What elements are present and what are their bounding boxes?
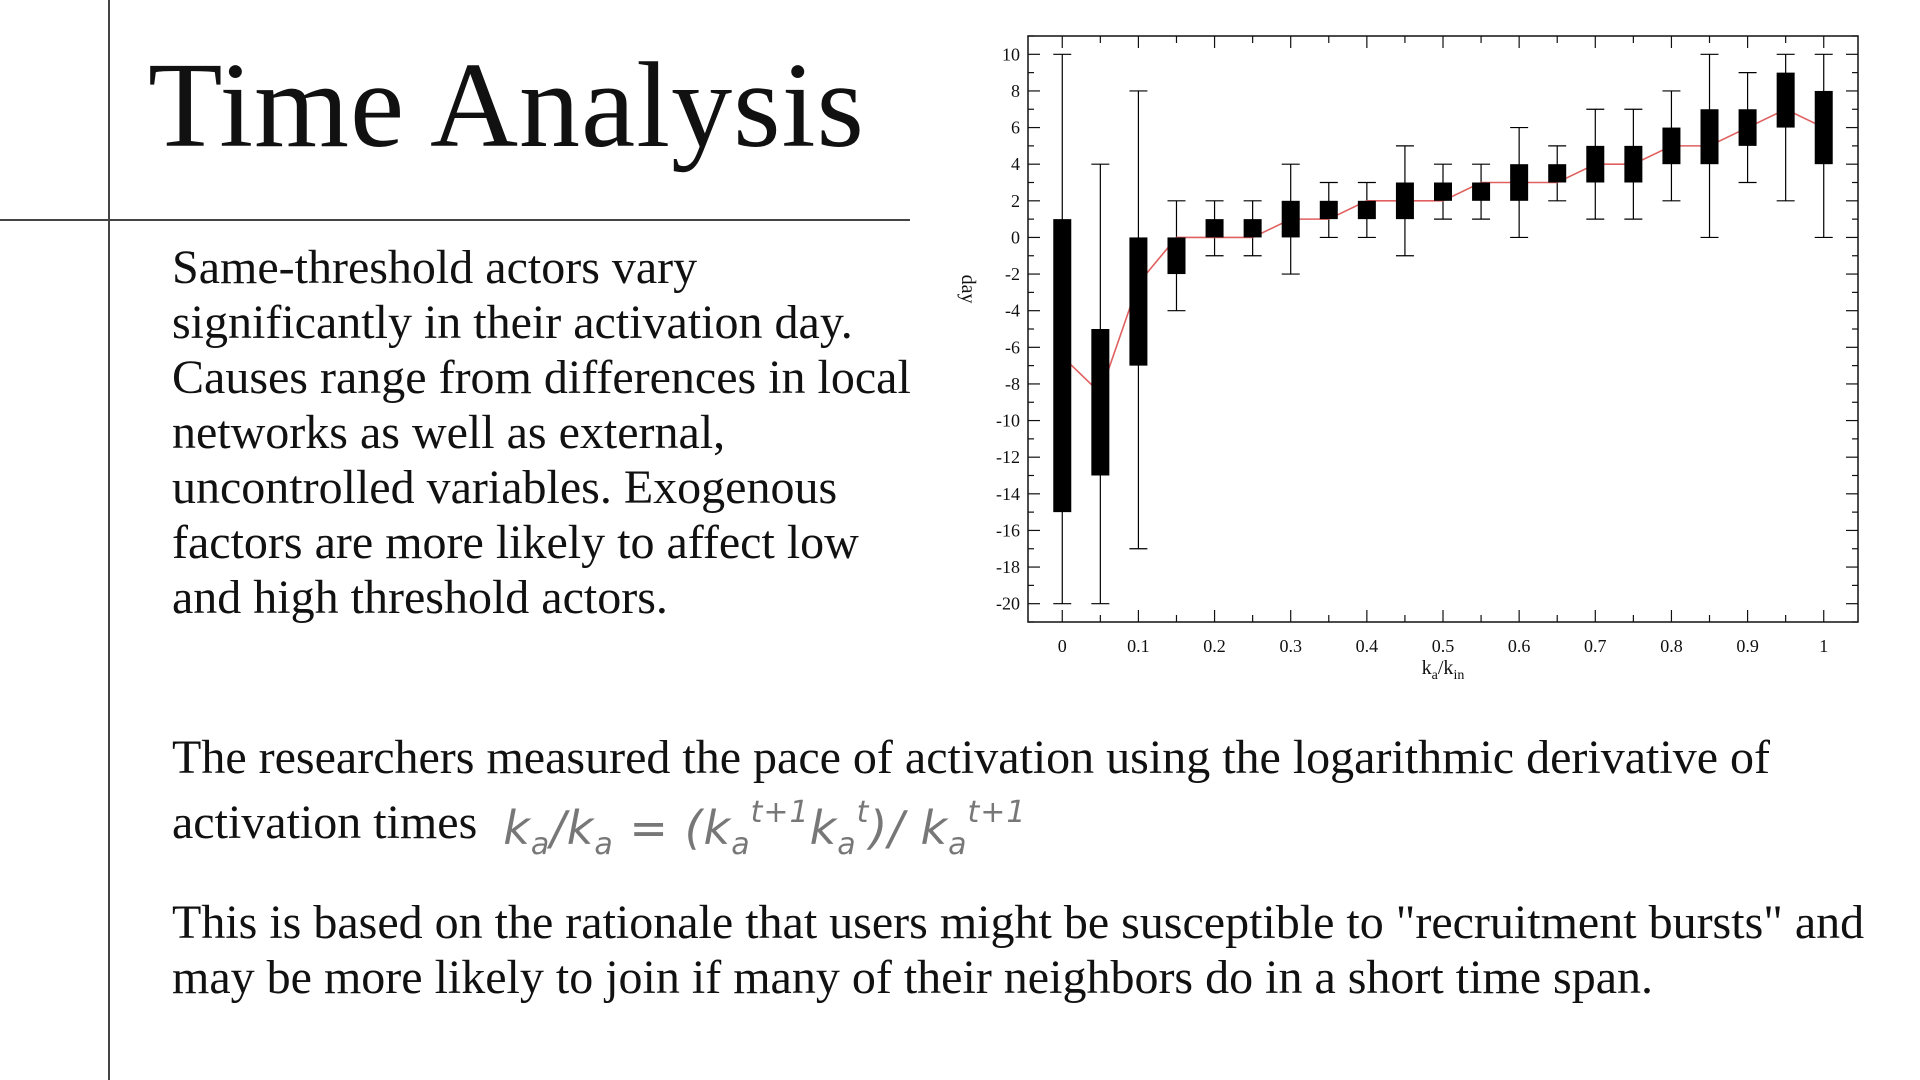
y-tick-label: -10 <box>996 411 1020 431</box>
formula-slash: / <box>550 801 567 855</box>
formula-sub: a <box>594 827 614 862</box>
x-tick-label: 0.6 <box>1508 636 1531 656</box>
box-iqr <box>1395 182 1414 220</box>
boxplot-svg: 10 8 6 4 2 0 -2 -4 -6 -8 -10 -12 -14 -16 -18 -20 0 0.1 0.2… <box>957 35 1859 683</box>
x-label-sub-a: a <box>1432 668 1439 683</box>
formula-equals: = ( <box>613 801 704 855</box>
y-tick-label: -14 <box>996 484 1020 504</box>
formula-k: k <box>503 801 531 855</box>
x-label-k: k <box>1422 657 1432 679</box>
y-tick-label: -12 <box>996 447 1020 467</box>
box-iqr <box>1243 219 1262 238</box>
x-tick-label: 0.4 <box>1356 636 1379 656</box>
formula-sup: t+1 <box>750 795 810 830</box>
formula-k: k <box>703 801 732 855</box>
slide-title: Time Analysis <box>148 38 865 173</box>
x-label-slash-k: /k <box>1438 657 1454 679</box>
box-iqr <box>1281 200 1300 238</box>
box-iqr <box>1662 127 1681 165</box>
x-tick-label: 0.5 <box>1432 636 1455 656</box>
formula-sub: a <box>731 827 751 862</box>
y-tick-label: -6 <box>1005 337 1020 357</box>
paragraph-log-derivative-text: The researchers measured the pace of act… <box>172 731 1770 849</box>
paragraph-threshold-variation: Same-threshold actors vary significantly… <box>172 241 911 624</box>
box-iqr <box>1548 164 1567 183</box>
x-tick-label: 0 <box>1058 636 1067 656</box>
paragraph-recruitment-bursts: This is based on the rationale that user… <box>172 896 1865 1004</box>
vertical-divider <box>108 0 110 1080</box>
box-iqr <box>1205 219 1224 238</box>
x-axis-label: ka/kin <box>1422 657 1465 683</box>
box-iqr <box>1624 145 1643 183</box>
box-iqr <box>1738 109 1757 146</box>
horizontal-divider <box>0 219 910 221</box>
formula-k: k <box>920 801 949 855</box>
box-iqr <box>1091 329 1110 476</box>
y-tick-label: -16 <box>996 520 1020 540</box>
y-tick-label: -4 <box>1005 301 1020 321</box>
y-tick-label: -2 <box>1005 264 1020 284</box>
box-iqr <box>1510 164 1529 201</box>
box-iqr <box>1472 182 1491 201</box>
box-iqr <box>1357 200 1376 220</box>
formula-sup: t+1 <box>967 795 1027 830</box>
boxes <box>1053 72 1833 513</box>
box-iqr <box>1814 90 1833 165</box>
box-iqr <box>1776 72 1795 128</box>
y-tick-label: 8 <box>1011 81 1020 101</box>
x-tick-label: 0.8 <box>1660 636 1683 656</box>
y-tick-label: -8 <box>1005 374 1020 394</box>
box-iqr <box>1167 237 1186 275</box>
formula-sub: a <box>837 827 857 862</box>
y-tick-label: 0 <box>1011 227 1020 247</box>
x-tick-label: 0.9 <box>1736 636 1759 656</box>
x-tick-label: 0.1 <box>1127 636 1150 656</box>
formula-close: )/ <box>869 801 921 855</box>
formula-k: k <box>566 801 595 855</box>
formula-k: k <box>809 801 838 855</box>
y-tick-label: -18 <box>996 557 1020 577</box>
x-tick-label: 0.2 <box>1203 636 1226 656</box>
paragraph-log-derivative: The researchers measured the pace of act… <box>172 730 1912 872</box>
axis-ticks <box>1028 35 1858 623</box>
x-tick-label: 0.7 <box>1584 636 1607 656</box>
box-iqr <box>1319 200 1338 220</box>
x-tick-label: 0.3 <box>1279 636 1302 656</box>
formula-sub: a <box>530 827 551 862</box>
y-tick-label: 6 <box>1011 118 1020 138</box>
y-tick-label: 4 <box>1011 154 1020 174</box>
plot-frame <box>1027 35 1859 623</box>
activation-pace-formula: ka/ka = (kat+1kat)/ kat+1 <box>503 785 1026 872</box>
box-iqr <box>1700 109 1719 165</box>
box-iqr <box>1053 219 1072 513</box>
formula-sub: a <box>948 827 968 862</box>
x-tick-label: 1 <box>1819 636 1828 656</box>
x-label-sub-in: in <box>1453 668 1464 683</box>
box-iqr <box>1586 145 1605 183</box>
y-tick-label: 2 <box>1011 191 1020 211</box>
formula-sup: t <box>856 795 870 830</box>
y-tick-label: 10 <box>1002 44 1020 64</box>
y-axis-label: day <box>957 275 979 304</box>
box-iqr <box>1434 182 1452 201</box>
y-tick-label: -20 <box>996 594 1020 614</box>
box-iqr <box>1129 237 1148 366</box>
activation-day-boxplot: 10 8 6 4 2 0 -2 -4 -6 -8 -10 -12 -14 -16 -18 -20 0 0.1 0.2… <box>940 28 1870 688</box>
tick-labels: 10 8 6 4 2 0 -2 -4 -6 -8 -10 -12 -14 -16 -18 -20 0 0.1 0.2… <box>996 44 1828 656</box>
